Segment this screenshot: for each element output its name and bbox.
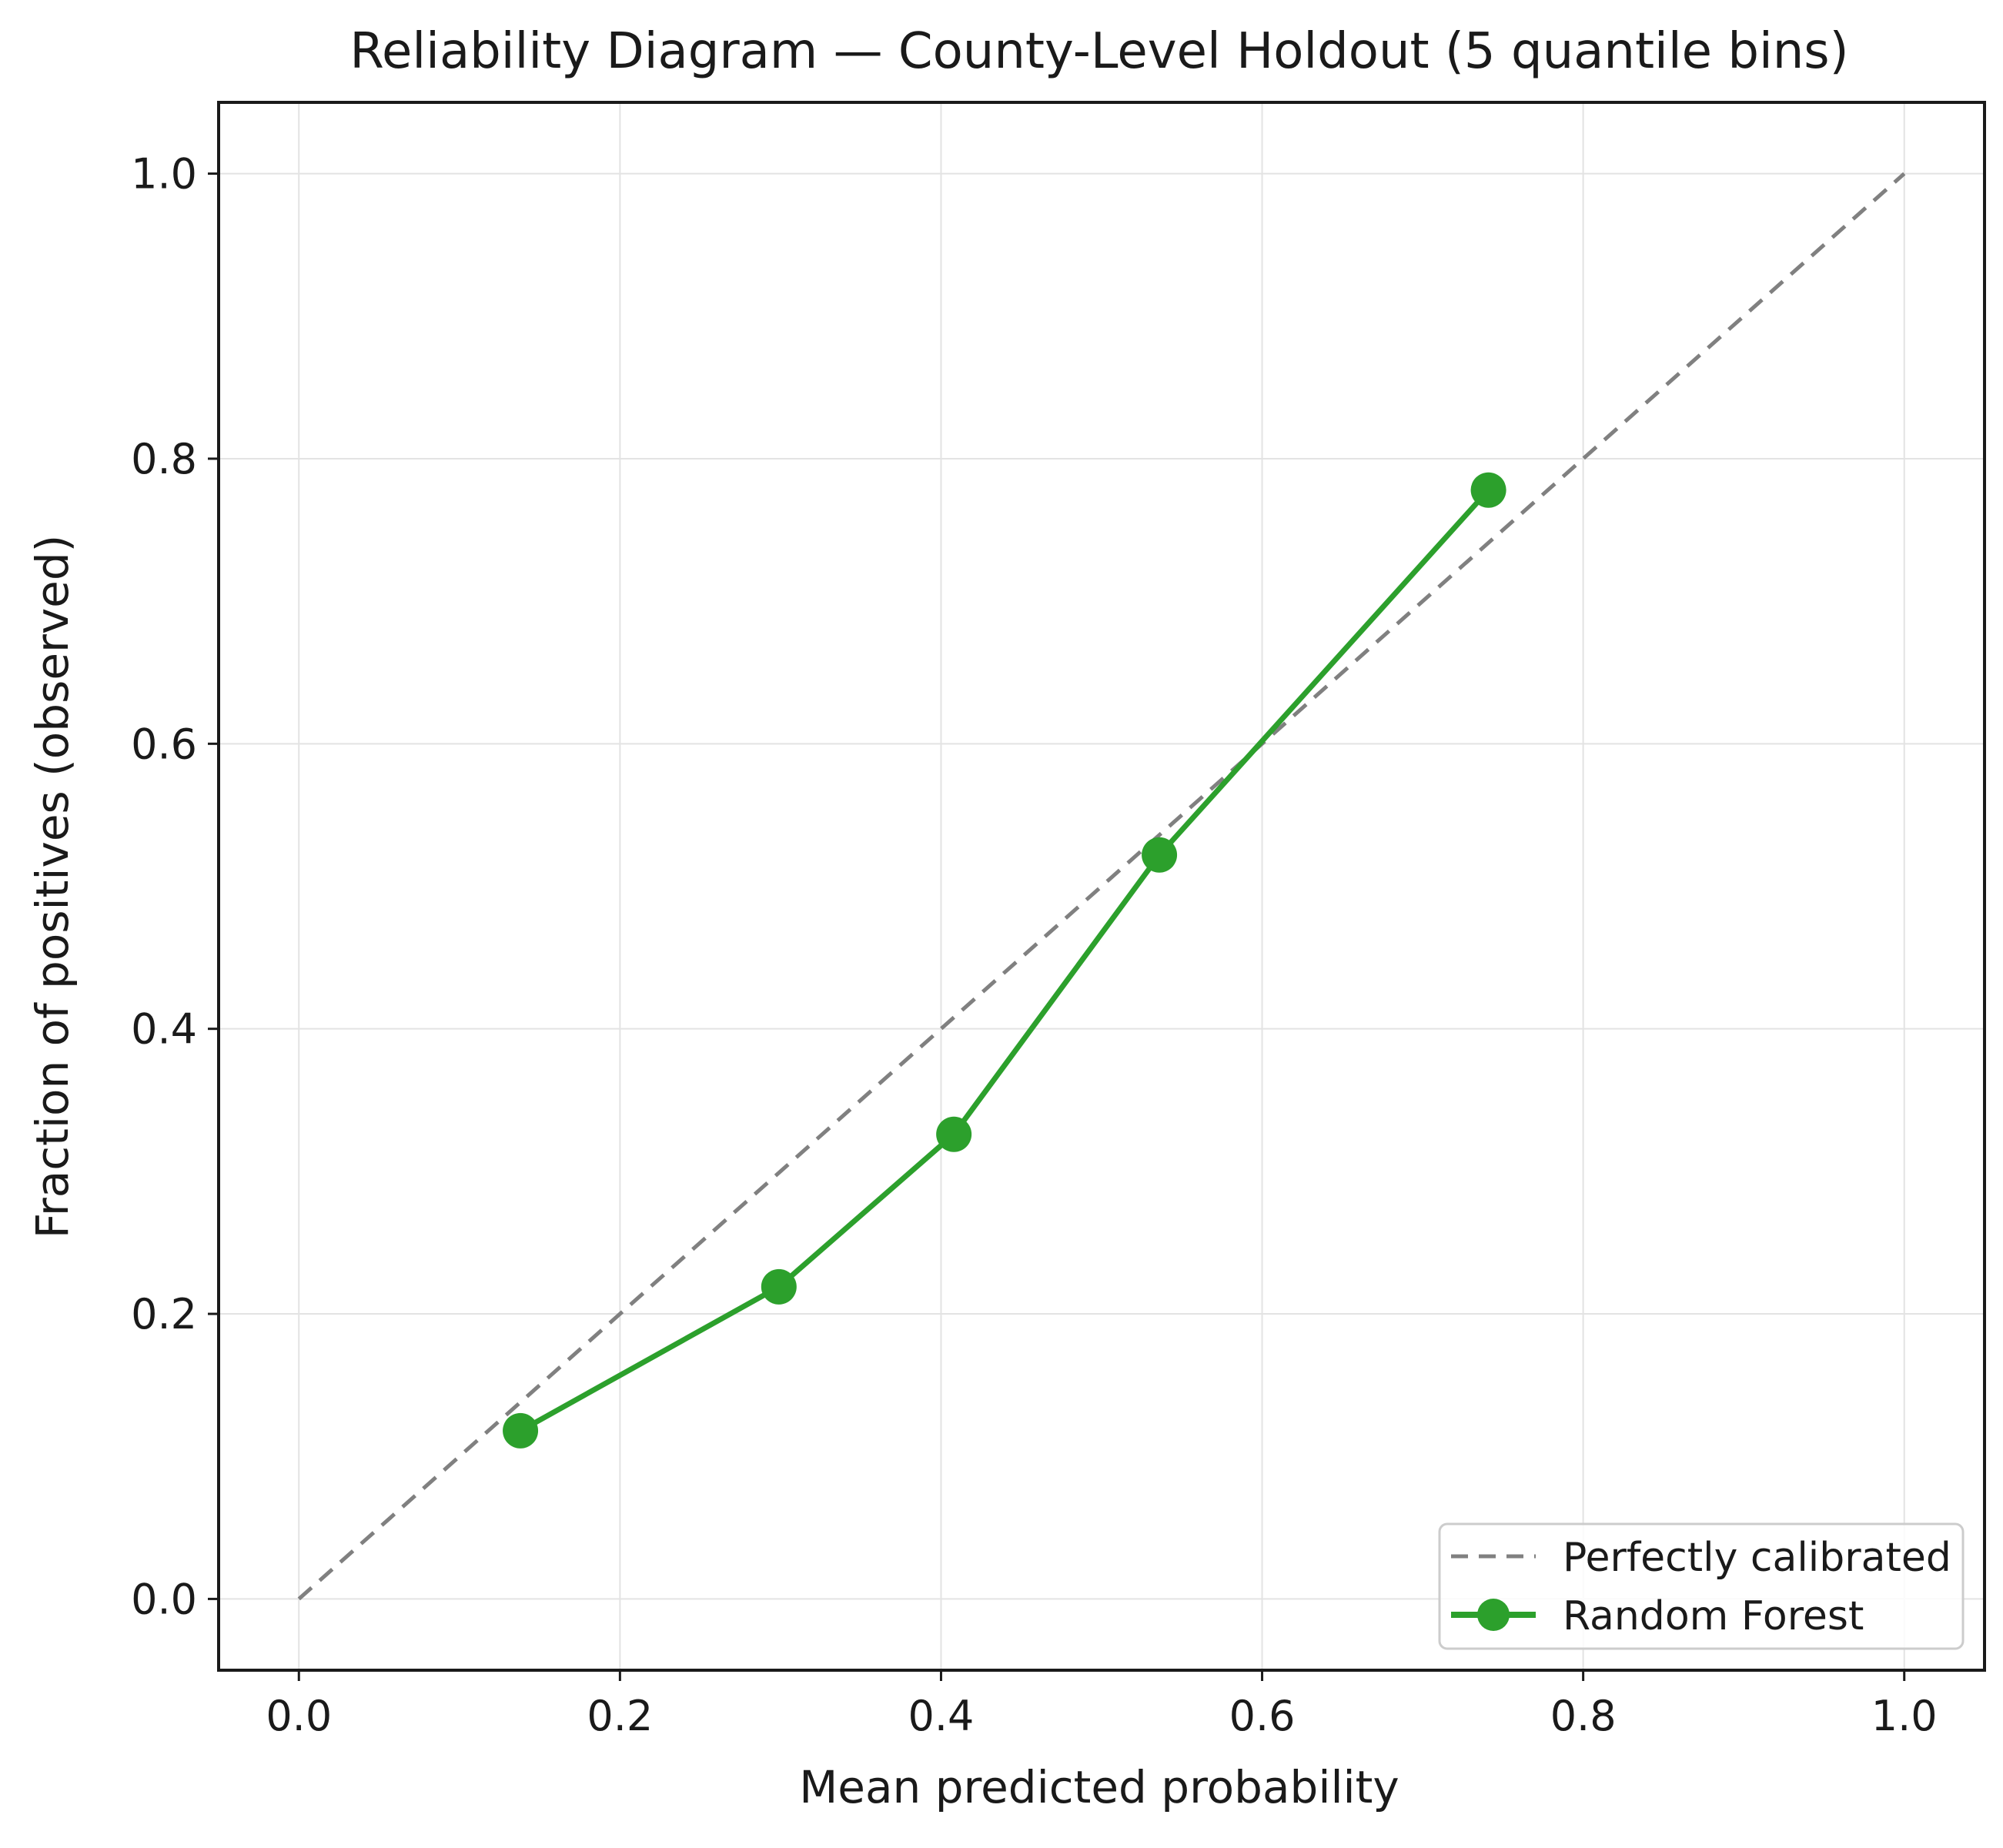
x-tick-label: 0.4 [908, 1692, 975, 1740]
x-tick-label: 0.6 [1229, 1692, 1296, 1740]
chart-title: Reliability Diagram — County-Level Holdo… [349, 23, 1848, 80]
x-axis-label: Mean predicted probability [799, 1761, 1399, 1813]
axis-ticks: 0.0 0.2 0.4 0.6 0.8 1.0 0.0 0.2 0.4 0.6 0.8 1.0 [131, 150, 1938, 1740]
plot-frame [217, 101, 1986, 1672]
legend-swatch-random-forest-marker [1477, 1599, 1510, 1631]
x-tick-label: 0.0 [266, 1692, 332, 1740]
legend-box [1438, 1522, 1965, 1650]
y-tick-label: 0.0 [131, 1575, 197, 1623]
x-tick-label: 0.8 [1550, 1692, 1617, 1740]
legend: Perfectly calibrated Random Forest [1438, 1522, 1965, 1650]
y-tick-label: 0.8 [131, 435, 197, 483]
data-point-random-forest [936, 1116, 972, 1152]
grid-lines [219, 102, 1985, 1670]
plot-series [297, 172, 1906, 1601]
y-axis-label: Fraction of positives (observed) [26, 535, 79, 1239]
y-tick-label: 0.4 [131, 1005, 197, 1054]
data-point-random-forest [503, 1412, 539, 1449]
y-tick-label: 0.6 [131, 720, 197, 768]
x-tick-label: 1.0 [1871, 1692, 1938, 1740]
data-point-random-forest [1142, 837, 1178, 873]
x-tick-label: 0.2 [587, 1692, 653, 1740]
data-point-random-forest [1470, 472, 1506, 508]
y-tick-label: 0.2 [131, 1290, 197, 1338]
y-tick-label: 1.0 [131, 150, 197, 199]
series-line-perfectly-calibrated [297, 172, 1906, 1601]
data-point-random-forest [761, 1268, 797, 1305]
legend-label-random-forest: Random Forest [1563, 1593, 1864, 1639]
legend-label-perfectly-calibrated: Perfectly calibrated [1563, 1535, 1951, 1581]
